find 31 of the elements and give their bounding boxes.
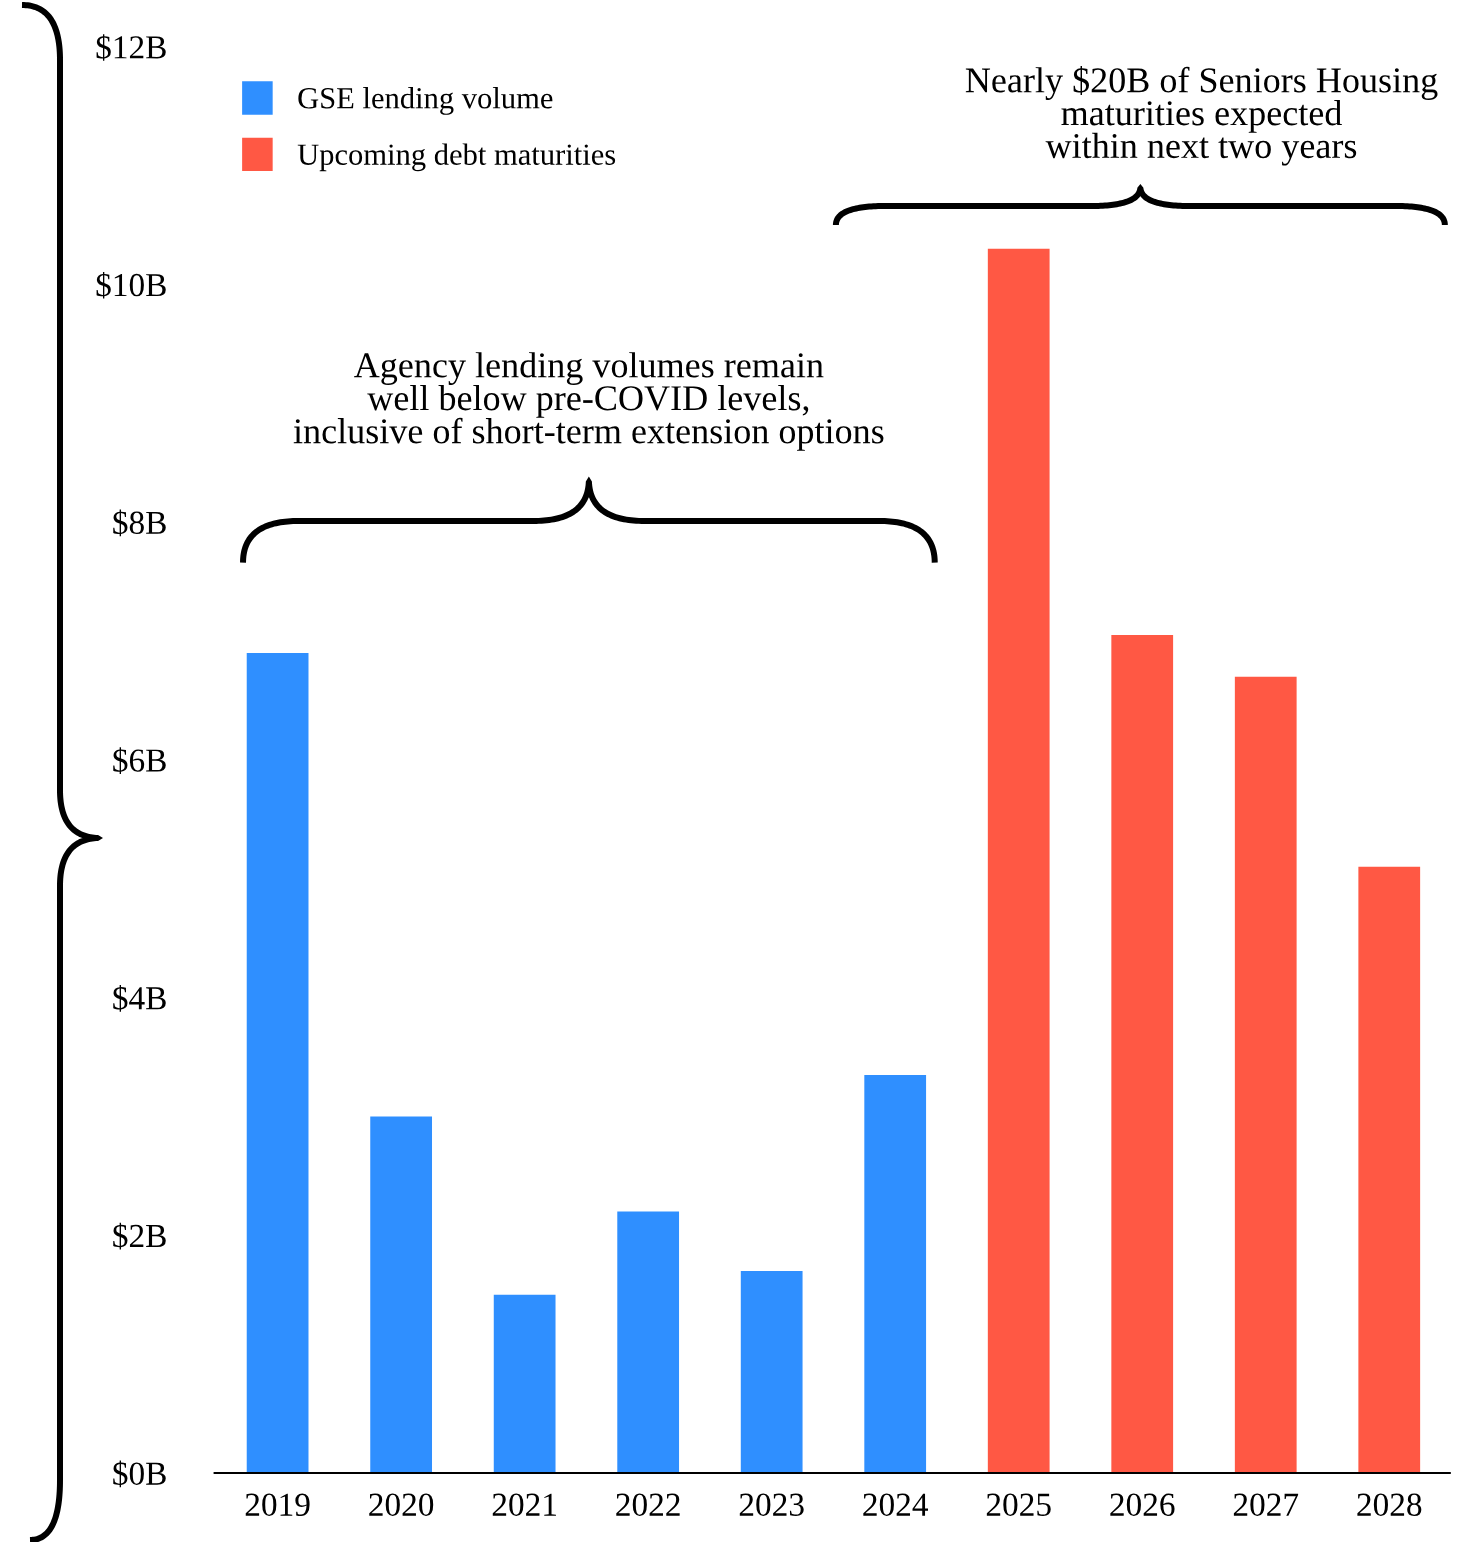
x-tick-label: 2022 <box>616 1493 680 1516</box>
y-tick-label: $6B <box>113 747 166 774</box>
x-tick-label: 2020 <box>369 1493 434 1516</box>
legend-label: Upcoming debt maturities <box>297 143 616 172</box>
y-tick-label: $4B <box>113 985 166 1012</box>
x-tick-label: 2024 <box>863 1493 929 1516</box>
x-tick-label: 2026 <box>1110 1493 1175 1516</box>
bar <box>1234 676 1297 1474</box>
bar <box>493 1294 556 1474</box>
bar <box>246 652 309 1474</box>
x-tick-label: 2025 <box>986 1493 1051 1516</box>
x-tick-label: 2027 <box>1233 1493 1299 1516</box>
y-tick-label: $10B <box>96 271 166 299</box>
bar <box>987 248 1050 1474</box>
legend-label: GSE lending volume <box>298 87 553 115</box>
x-tick-label: 2023 <box>739 1493 804 1516</box>
y-tick-label: $12B <box>96 34 166 61</box>
bar <box>370 1116 433 1474</box>
bar <box>864 1074 927 1474</box>
bar <box>617 1211 680 1474</box>
x-tick-label: 2019 <box>245 1493 310 1516</box>
bar <box>1111 635 1174 1474</box>
y-tick-label: $0B <box>113 1460 166 1488</box>
annotation: Nearly $20B of Seniors Housing maturities expected within next two years <box>965 66 1438 166</box>
bar <box>740 1271 803 1474</box>
y-tick-label: $8B <box>113 509 166 537</box>
x-tick-label: 2028 <box>1357 1493 1422 1516</box>
x-tick-label: 2021 <box>492 1493 556 1516</box>
annotation: Agency lending volumes remain well below pre-COVID levels, inclusive of short-term extension options <box>293 352 884 451</box>
bar <box>1358 866 1421 1474</box>
y-tick-label: $2B <box>113 1222 166 1250</box>
